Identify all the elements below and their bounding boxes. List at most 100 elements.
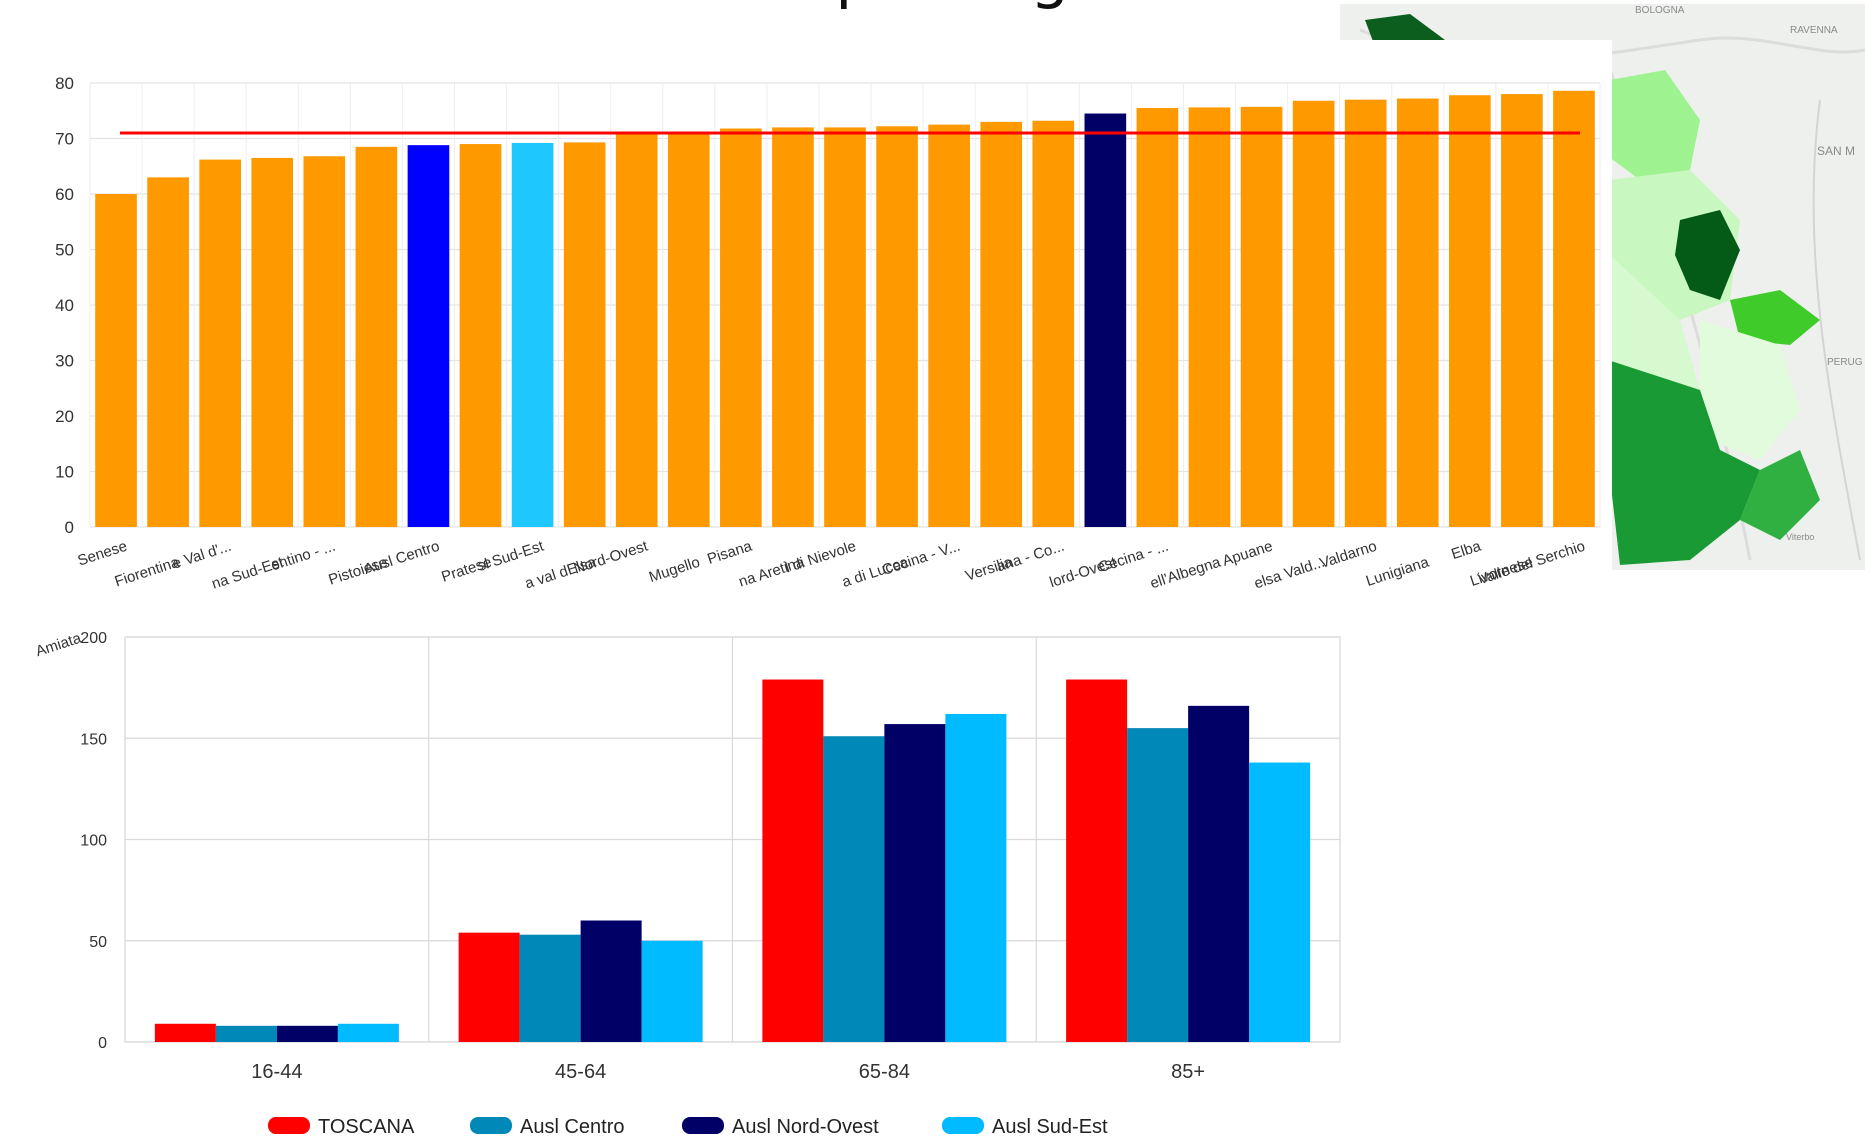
- chart1-bar: [876, 126, 918, 527]
- chart1-x-tick-label: Amiata: [34, 629, 84, 660]
- chart1-bar: [1553, 90, 1595, 528]
- chart1-bar: [615, 134, 658, 527]
- chart1-bar: [95, 194, 137, 527]
- chart2-y-tick-label: 100: [80, 833, 107, 850]
- chart1-bar: [563, 142, 606, 527]
- chart1-bar: [1344, 99, 1387, 528]
- chart2-legend-label: Ausl Sud-Est: [992, 1116, 1108, 1138]
- chart1-bar: [407, 145, 450, 527]
- chart1-x-tick-label: ana - Co...: [995, 538, 1067, 576]
- map-region: [1608, 360, 1760, 565]
- chart2-bar: [1066, 679, 1128, 1042]
- chart1-y-tick-label: 70: [55, 130, 74, 149]
- chart1-bar: [928, 124, 970, 527]
- chart1-x-tick-label: Apuane: [1220, 538, 1274, 570]
- chart2-legend-label: TOSCANA: [318, 1116, 415, 1138]
- map-label-viterbo: Viterbo: [1786, 532, 1814, 542]
- chart1-y-tick-label: 80: [55, 74, 74, 93]
- chart1-bar: [772, 127, 814, 528]
- chart2-x-tick-label: 16-44: [251, 1061, 302, 1083]
- chart2-bar: [1188, 705, 1250, 1042]
- chart1-y-tick-label: 20: [55, 407, 74, 426]
- map-label-perugia: PERUG: [1827, 357, 1863, 368]
- chart2-bar: [1127, 728, 1189, 1042]
- chart1-bar: [1032, 120, 1075, 528]
- chart1-bar: [1396, 98, 1439, 527]
- chart1-bar: [980, 121, 1023, 527]
- chart2-legend-swatch: [268, 1117, 310, 1134]
- chart1-bar: [459, 144, 502, 528]
- chart2-bar: [1249, 762, 1311, 1042]
- chart1-y-axis: 0 10 20 30 40 50 60 70 80: [55, 74, 74, 537]
- bottom-grouped-bar-chart: 0 50 100 150 200 16-44 45-64 65-84 85+ TOSCANA A…: [80, 630, 1341, 1138]
- chart2-bar: [884, 724, 946, 1042]
- chart1-x-tick-label: e Val d'...: [170, 538, 233, 573]
- chart1-bars: [95, 90, 1595, 528]
- chart1-y-tick-label: 30: [55, 352, 74, 371]
- map-label-san-marino: SAN M: [1817, 144, 1855, 158]
- chart1-y-tick-label: 0: [65, 518, 74, 537]
- chart2-y-tick-label: 200: [80, 630, 107, 647]
- chart2-y-tick-label: 150: [80, 731, 107, 748]
- map-region: [1740, 450, 1820, 540]
- chart1-bar: [1136, 107, 1179, 527]
- chart1-bar: [251, 157, 294, 528]
- chart1-bar: [303, 156, 346, 527]
- map-region: [1730, 290, 1820, 345]
- chart1-bar: [199, 159, 241, 527]
- chart2-bar: [945, 713, 1007, 1042]
- chart1-x-tick-label: ell'Albegna: [1148, 553, 1223, 592]
- map-region: [1600, 70, 1700, 180]
- chart2-bar: [641, 940, 703, 1042]
- chart1-y-tick-label: 50: [55, 241, 74, 260]
- chart1-x-tick-label: l di Nievole: [783, 538, 858, 577]
- chart1-bar: [667, 132, 710, 527]
- chart1-y-tick-label: 40: [55, 296, 74, 315]
- chart2-legend-swatch: [942, 1117, 984, 1134]
- chart1-x-tick-label: Cecina - ...: [1096, 538, 1170, 577]
- chart2-bar: [337, 1023, 399, 1042]
- chart2-y-tick-label: 0: [98, 1035, 107, 1052]
- chart2-legend: TOSCANA Ausl Centro Ausl Nord-Ovest Ausl Su…: [268, 1116, 1108, 1138]
- chart2-bar: [154, 1023, 216, 1042]
- chart1-x-tick-label: entino - ...: [269, 538, 338, 575]
- chart1-bar: [147, 177, 189, 527]
- chart2-bar: [823, 736, 885, 1042]
- chart2-bar: [458, 932, 520, 1042]
- chart1-bar: [355, 146, 398, 527]
- chart1-bar: [1084, 113, 1127, 528]
- chart2-x-tick-label: 45-64: [555, 1061, 606, 1083]
- chart2-bar: [215, 1025, 277, 1042]
- chart2-bars: [154, 679, 1311, 1042]
- map-region: [1675, 210, 1740, 300]
- chart1-bar: [1240, 106, 1283, 528]
- chart2-bar: [580, 920, 642, 1042]
- map-label-bologna: BOLOGNA: [1635, 5, 1685, 16]
- chart1-bar: [720, 128, 762, 527]
- chart2-x-axis: 16-44 45-64 65-84 85+: [251, 1061, 1205, 1083]
- chart2-legend-swatch: [470, 1117, 512, 1134]
- chart2-x-tick-label: 85+: [1171, 1061, 1205, 1083]
- chart1-x-tick-label: Mugello: [647, 554, 702, 586]
- chart2-legend-swatch: [682, 1117, 724, 1134]
- chart1-bar: [1501, 94, 1543, 527]
- chart1-x-tick-label: Senese: [76, 538, 130, 570]
- page-title: patologia: [770, 0, 1190, 6]
- chart1-y-tick-label: 60: [55, 185, 74, 204]
- chart1-x-tick-label: Nord-Ovest: [572, 537, 651, 577]
- chart2-y-tick-label: 50: [89, 934, 107, 951]
- chart2-x-tick-label: 65-84: [859, 1061, 910, 1083]
- chart1-bar: [824, 127, 866, 528]
- chart1-x-tick-label: Pisana: [705, 537, 754, 568]
- chart2-bar: [762, 679, 824, 1042]
- chart1-bar: [1188, 107, 1231, 528]
- chart1-bar: [1449, 95, 1491, 528]
- chart1-x-tick-label: Cecina - V...: [880, 538, 962, 579]
- map-region: [1700, 320, 1800, 460]
- chart1-x-tick-label: elsa Vald...: [1252, 554, 1327, 593]
- chart2-legend-label: Ausl Nord-Ovest: [732, 1116, 879, 1138]
- chart1-bar: [511, 142, 554, 527]
